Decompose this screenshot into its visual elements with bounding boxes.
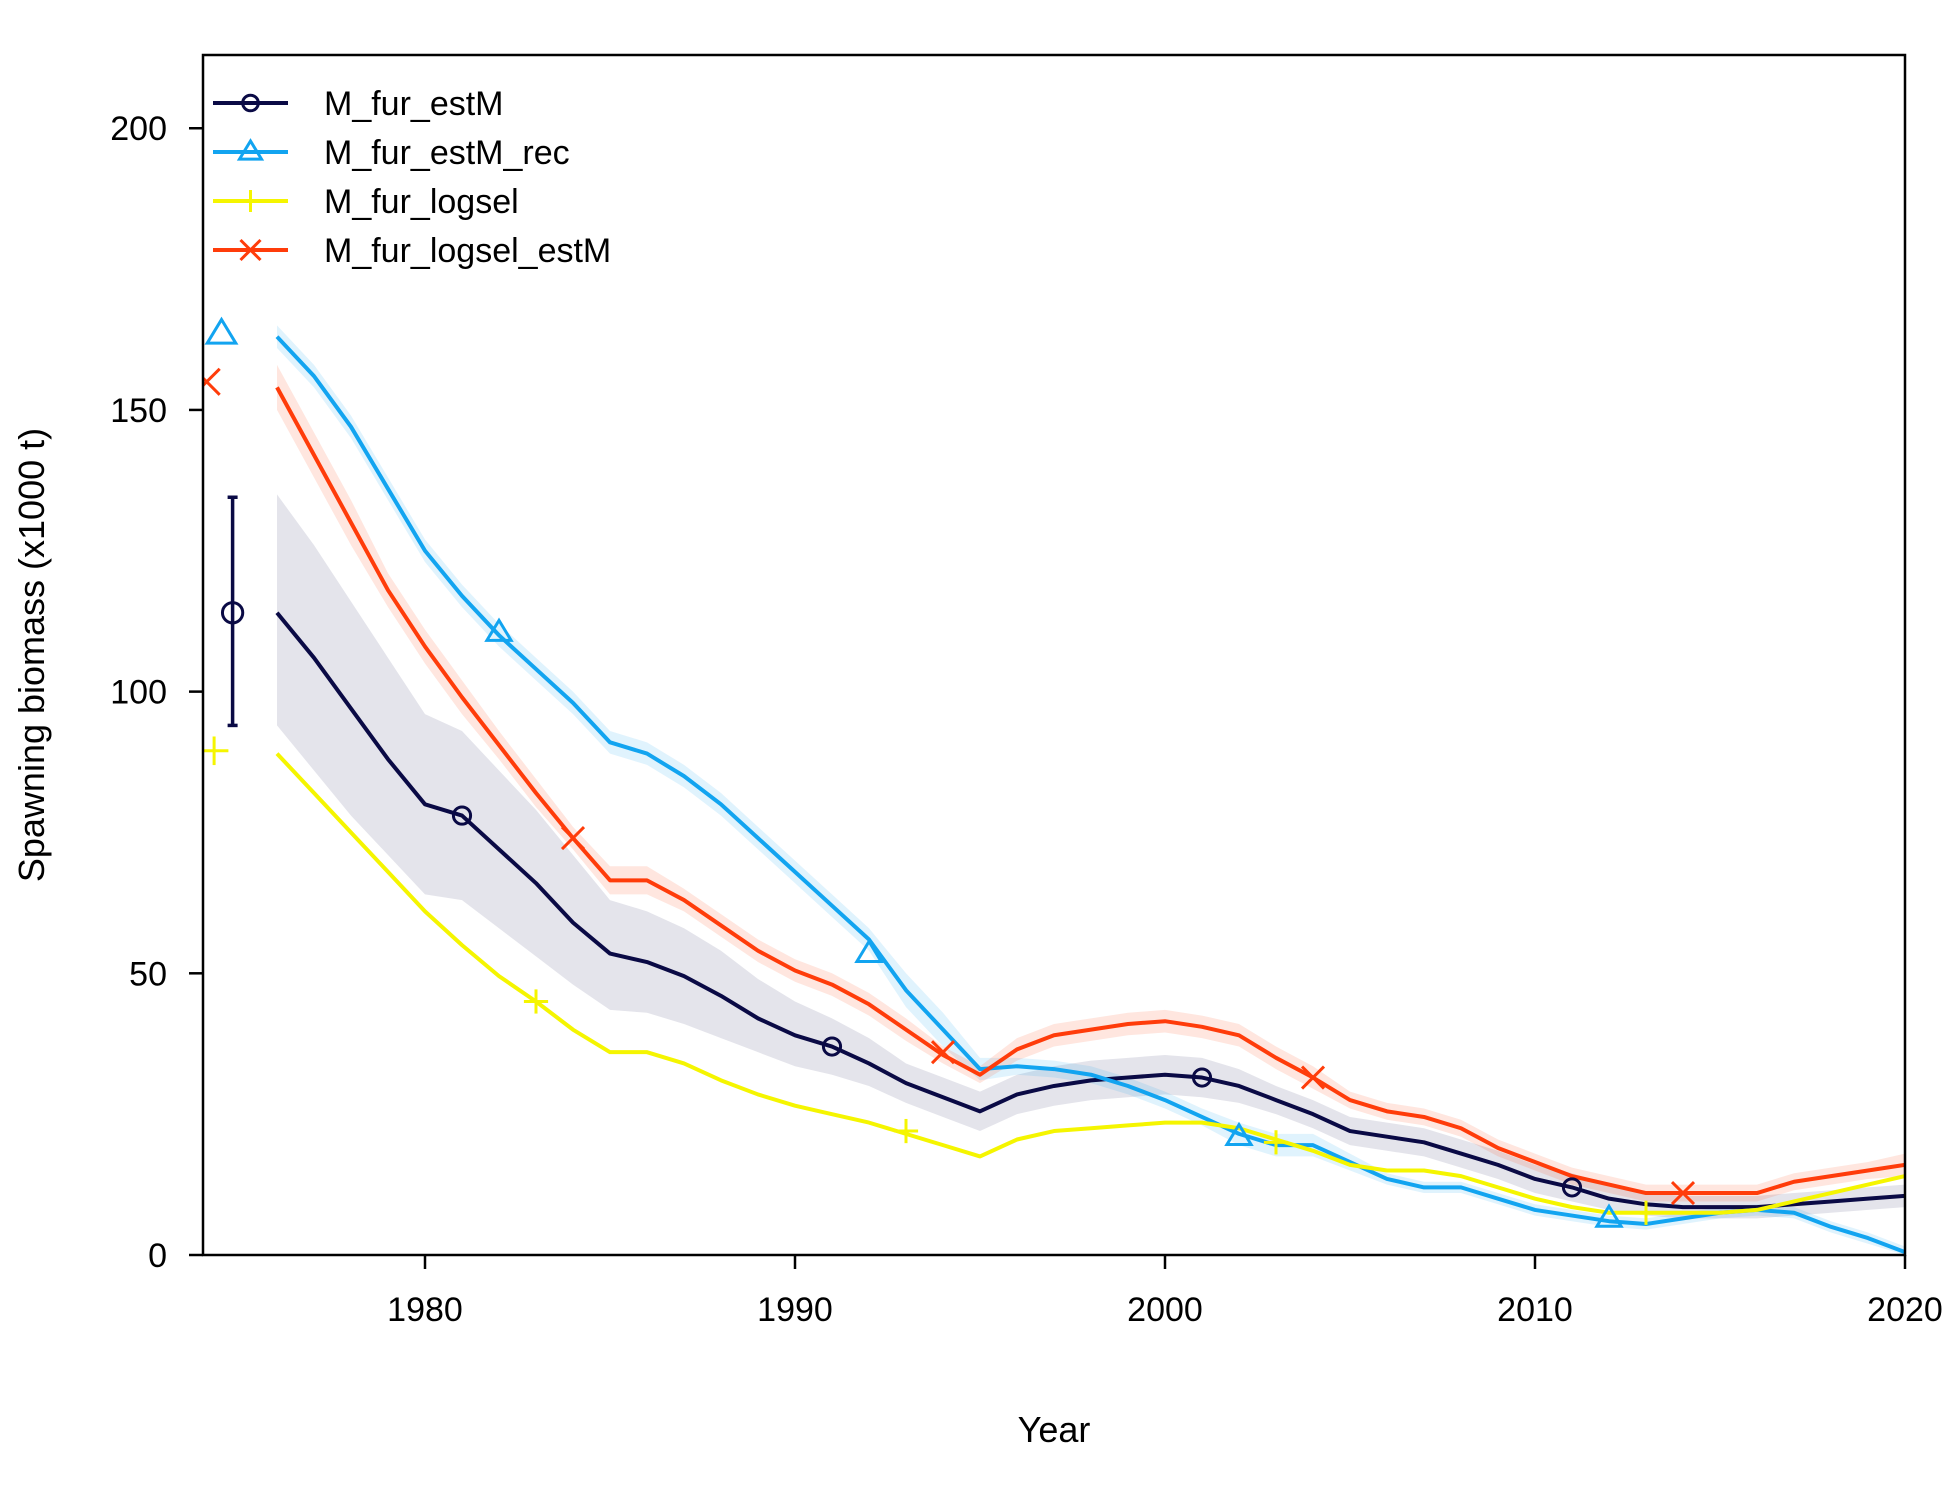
- marker-cross-b: [1300, 1065, 1326, 1090]
- marker-triangle: [204, 316, 239, 345]
- x-tick-label: 2000: [1127, 1291, 1203, 1329]
- marker-circle: [1191, 1067, 1213, 1088]
- initial-point: [203, 367, 221, 396]
- data-point: [930, 1040, 956, 1065]
- legend-marker: [239, 238, 262, 262]
- y-axis-title: Spawning biomass (x1000 t): [11, 428, 52, 882]
- series-lines: [275, 335, 1905, 1255]
- legend-label: M_fur_estM_rec: [324, 134, 570, 172]
- confidence-bands: [277, 325, 1905, 1255]
- data-point: [1224, 1121, 1254, 1147]
- series-line: [275, 611, 1905, 1210]
- initial-point: [204, 316, 239, 345]
- initial-state-points: [203, 316, 245, 766]
- data-point: [523, 989, 549, 1014]
- marker-circle: [1561, 1177, 1583, 1198]
- y-tick-label: 50: [129, 955, 167, 993]
- series-line: [275, 386, 1905, 1196]
- legend-label: M_fur_estM: [324, 85, 504, 123]
- data-point: [1594, 1203, 1624, 1228]
- data-point: [1670, 1180, 1696, 1206]
- x-tick-label: 2020: [1867, 1291, 1943, 1329]
- x-axis-title: Year: [1018, 1409, 1091, 1450]
- marker-cross-b: [930, 1040, 956, 1065]
- marker-cross-b: [203, 367, 221, 388]
- data-point: [484, 617, 514, 642]
- legend-label: M_fur_logsel_estM: [324, 232, 611, 270]
- confidence-band: [277, 325, 1905, 1255]
- y-tick-label: 150: [110, 392, 167, 430]
- series-markers: [451, 617, 1696, 1228]
- x-tick-label: 2010: [1497, 1291, 1573, 1329]
- y-tick-label: 200: [110, 110, 167, 148]
- legend-item: M_fur_logsel_estM: [213, 232, 611, 270]
- data-point: [854, 938, 884, 963]
- marker-triangle: [1594, 1203, 1624, 1228]
- initial-point: [203, 736, 229, 766]
- legend-item: M_fur_logsel: [213, 183, 519, 221]
- legend-item: M_fur_estM_rec: [213, 134, 570, 172]
- series-line: [275, 335, 1905, 1255]
- data-point: [821, 1036, 843, 1057]
- marker-cross-b: [239, 238, 262, 262]
- x-axis: 1980 1990 2000 2010 2020: [387, 1255, 1943, 1329]
- marker-cross-b: [560, 826, 586, 851]
- y-tick-label: 100: [110, 674, 167, 712]
- data-point: [1633, 1200, 1659, 1225]
- legend-item: M_fur_estM: [213, 85, 504, 123]
- data-point: [893, 1118, 919, 1144]
- plot-frame: [201, 53, 1907, 1257]
- confidence-band: [277, 494, 1905, 1219]
- marker-triangle: [1224, 1121, 1254, 1147]
- confidence-band: [277, 364, 1905, 1202]
- data-point: [1191, 1067, 1213, 1088]
- data-point: [560, 826, 586, 851]
- legend-marker: [236, 138, 265, 161]
- data-point: [1300, 1065, 1326, 1090]
- y-tick-label: 0: [148, 1237, 167, 1275]
- legend-label: M_fur_logsel: [324, 183, 519, 221]
- data-point: [1263, 1130, 1289, 1155]
- initial-point: [220, 601, 245, 625]
- marker-circle: [821, 1036, 843, 1057]
- marker-circle: [220, 601, 245, 625]
- legend: M_fur_estM M_fur_estM_rec M_fur_logsel M_fu…: [213, 85, 611, 270]
- x-tick-label: 1990: [757, 1291, 833, 1329]
- data-point: [1561, 1177, 1583, 1198]
- data-point: [451, 805, 473, 826]
- y-axis: 0 50 100 150 200: [110, 110, 203, 1275]
- marker-triangle: [484, 617, 514, 642]
- x-tick-label: 1980: [387, 1291, 463, 1329]
- marker-circle: [451, 805, 473, 826]
- legend-marker: [241, 93, 260, 113]
- marker-circle: [241, 93, 260, 113]
- marker-triangle: [854, 938, 884, 963]
- marker-triangle: [236, 138, 265, 161]
- legend-marker: [239, 190, 262, 212]
- series-line: [275, 752, 1905, 1215]
- marker-cross-b: [1670, 1180, 1696, 1206]
